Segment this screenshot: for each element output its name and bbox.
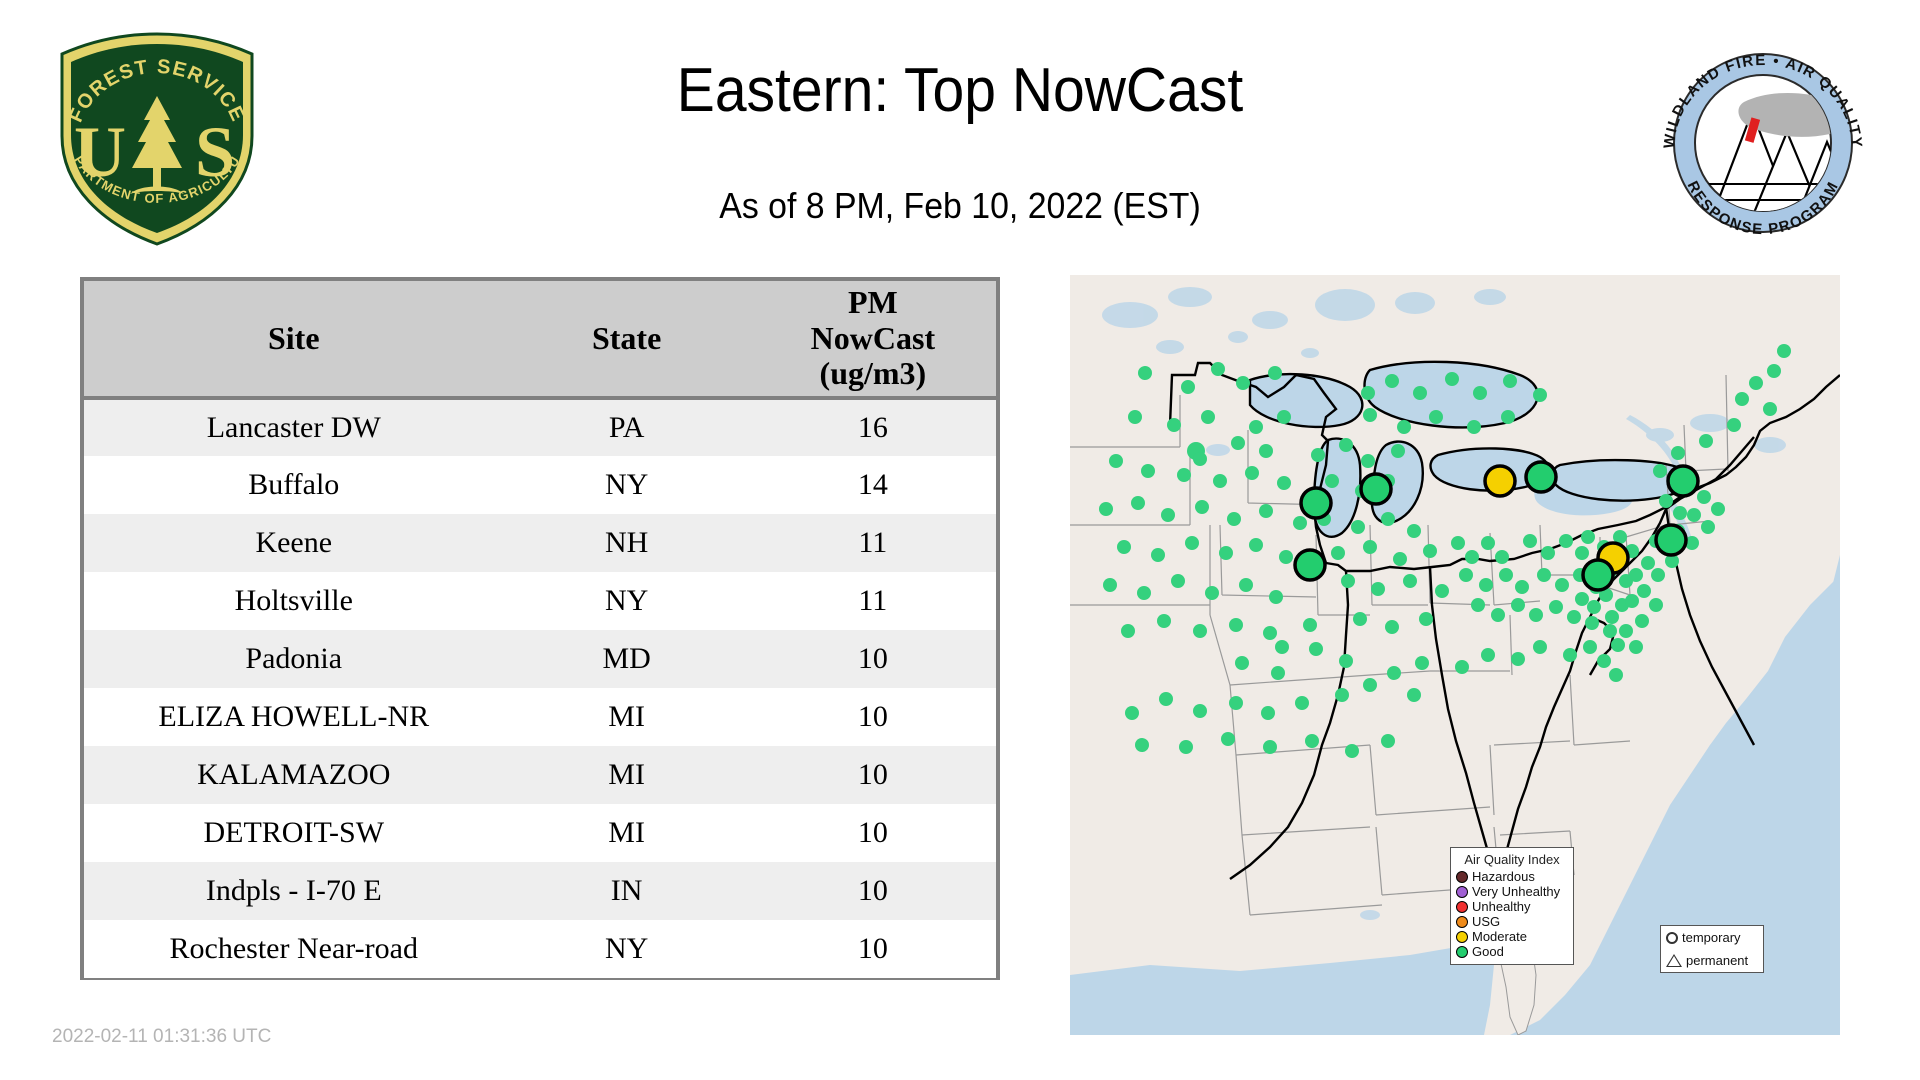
cell-state: NY (604, 584, 649, 617)
cell-value: 10 (857, 874, 888, 907)
cell-state: MI (608, 816, 645, 849)
aqi-legend-item-unhealthy: Unhealthy (1456, 899, 1568, 914)
cell-site: Padonia (245, 642, 343, 675)
cell-state: MD (602, 642, 651, 675)
cell-state: NY (604, 468, 649, 501)
table-row: Rochester Near-road NY 10 (84, 920, 996, 978)
cell-site: Indpls - I-70 E (205, 874, 382, 907)
cell-value: 10 (857, 816, 888, 849)
cell-state: IN (610, 874, 643, 907)
aqi-legend-title: Air Quality Index (1464, 852, 1560, 867)
aqi-swatch-moderate (1456, 930, 1468, 943)
aqi-legend-item-hazardous: Hazardous (1456, 869, 1568, 884)
cell-state: PA (608, 411, 645, 444)
table-row: Lancaster DW PA 16 (84, 398, 996, 456)
site-marker-buffalo[interactable] (1524, 460, 1558, 494)
cell-value: 16 (857, 411, 888, 444)
table-row: DETROIT-SW MI 10 (84, 804, 996, 862)
site-type-label-permanent: permanent (1686, 953, 1749, 968)
site-marker-indpls-i70e[interactable] (1293, 548, 1327, 582)
pm-label: PM (848, 283, 898, 320)
cell-state: MI (608, 758, 645, 791)
table-row: Indpls - I-70 E IN 10 (84, 862, 996, 920)
cell-site: Rochester Near-road (169, 932, 418, 965)
generated-timestamp: 2022-02-11 01:31:36 UTC (52, 1026, 272, 1047)
cell-site: Buffalo (248, 468, 340, 501)
aqi-label-unhealthy: Unhealthy (1472, 899, 1531, 914)
page-subtitle: As of 8 PM, Feb 10, 2022 (EST) (719, 185, 1201, 226)
gulf-of-mexico (1070, 935, 1500, 1035)
aqi-swatch-very-unhealthy (1456, 885, 1468, 898)
table-row: Padonia MD 10 (84, 630, 996, 688)
cell-value: 10 (857, 758, 888, 791)
cell-site: KALAMAZOO (197, 758, 391, 791)
units-label: (ug/m3) (819, 355, 927, 392)
air-quality-map: Air Quality Index Hazardous Very Unhealt… (1070, 275, 1840, 1035)
aqi-swatch-hazardous (1456, 870, 1468, 883)
table-row: ELIZA HOWELL-NR MI 10 (84, 688, 996, 746)
table-row: KALAMAZOO MI 10 (84, 746, 996, 804)
aqi-label-usg: USG (1472, 914, 1501, 929)
cell-value: 11 (858, 526, 888, 559)
aqi-swatch-usg (1456, 915, 1468, 928)
cell-value: 11 (858, 584, 888, 617)
aqi-swatch-unhealthy (1456, 900, 1468, 913)
site-marker-kalamazoo[interactable] (1299, 486, 1333, 520)
aqi-legend: Air Quality Index Hazardous Very Unhealt… (1450, 847, 1574, 965)
site-type-label-temporary: temporary (1682, 930, 1741, 945)
aqi-legend-item-good: Good (1456, 944, 1568, 959)
svg-text:U: U (74, 112, 126, 192)
cell-state: MI (608, 700, 645, 733)
aqi-label-good: Good (1472, 944, 1504, 959)
site-marker-padonia[interactable] (1581, 558, 1615, 592)
cell-site: DETROIT-SW (203, 816, 385, 849)
cell-state: NY (604, 932, 649, 965)
column-header-site: Site (84, 281, 504, 400)
top-nowcast-table: Site State PM NowCast (ug/m3) Lancaster … (80, 277, 1000, 980)
usfs-forest-service-logo: FOREST SERVICE DEPARTMENT OF AGRICULTURE… (47, 16, 262, 250)
column-header-pm-nowcast: PM NowCast (ug/m3) (749, 281, 996, 400)
table-header-row: Site State PM NowCast (ug/m3) (84, 281, 996, 400)
circle-icon (1666, 931, 1678, 944)
site-type-item-permanent: permanent (1661, 949, 1763, 972)
column-header-state: State (503, 281, 750, 400)
cell-state: NH (604, 526, 649, 559)
site-marker-eliza-howell-nr[interactable] (1359, 472, 1393, 506)
inland-water (1102, 287, 1786, 920)
aqi-label-very-unhealthy: Very Unhealthy (1472, 884, 1561, 899)
table-body: Lancaster DW PA 16 Buffalo NY 14 Keene N… (84, 398, 996, 978)
site-type-legend: temporary permanent (1660, 925, 1764, 973)
aqi-legend-item-very-unhealthy: Very Unhealthy (1456, 884, 1568, 899)
cell-value: 14 (857, 468, 888, 501)
great-lakes (1250, 361, 1691, 537)
cell-site: Keene (255, 526, 333, 559)
cell-value: 10 (857, 932, 888, 965)
cell-value: 10 (857, 700, 888, 733)
aqi-swatch-good (1456, 945, 1468, 958)
aqi-label-hazardous: Hazardous (1472, 869, 1535, 884)
table-row: Buffalo NY 14 (84, 456, 996, 514)
page-title: Eastern: Top NowCast (676, 56, 1244, 125)
site-marker-rochester-near-road[interactable] (1483, 464, 1517, 498)
triangle-icon (1666, 954, 1682, 967)
cell-site: Holtsville (234, 584, 353, 617)
wfaqrp-program-logo: WILDLAND FIRE • AIR QUALITY RESPONSE PRO… (1652, 50, 1874, 238)
svg-text:S: S (195, 112, 235, 192)
aqi-legend-item-moderate: Moderate (1456, 929, 1568, 944)
nowcast-label: NowCast (810, 319, 936, 356)
table-row: Keene NH 11 (84, 514, 996, 572)
aqi-legend-item-usg: USG (1456, 914, 1568, 929)
cell-site: Lancaster DW (206, 411, 381, 444)
cell-value: 10 (857, 642, 888, 675)
site-marker-holtsville[interactable] (1654, 523, 1688, 557)
table-row: Holtsville NY 11 (84, 572, 996, 630)
monitor-dots-good (1099, 344, 1791, 758)
site-marker-keene[interactable] (1666, 464, 1700, 498)
highlighted-site-markers (1293, 460, 1700, 592)
atlantic-coast (1540, 575, 1840, 1035)
cell-site: ELIZA HOWELL-NR (158, 700, 430, 733)
aqi-label-moderate: Moderate (1472, 929, 1527, 944)
site-type-item-temporary: temporary (1661, 926, 1763, 949)
